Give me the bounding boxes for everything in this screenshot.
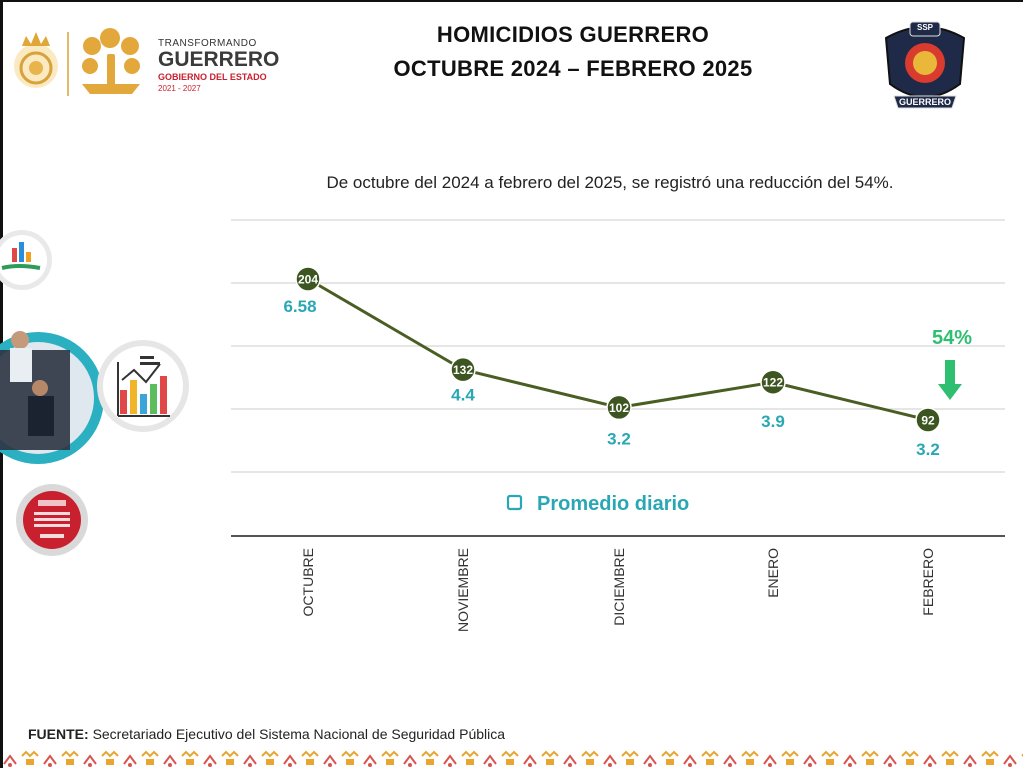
badge-bottom-text: GUERRERO [898,97,951,107]
down-arrow-icon [938,360,962,400]
x-tick-label: ENERO [765,548,781,598]
data-point [450,356,476,383]
daily-average-label: 3.2 [607,429,631,448]
reduction-label: 54% [932,327,972,349]
page-title: HOMICIDIOS GUERRERO OCTUBRE 2024 – FEBRE… [330,18,816,86]
logo-government: GOBIERNO DEL ESTADO [158,72,267,82]
data-point [606,394,632,421]
daily-average-label: 3.2 [916,440,940,459]
data-point [760,369,786,395]
source-label: FUENTE: [28,726,89,742]
reduction-indicator: 54% [932,327,972,400]
data-label: 92 [921,414,935,428]
legend-label: Promedio diario [537,493,689,515]
chart-subtitle: De octubre del 2024 a febrero del 2025, … [326,173,894,192]
data-point [915,407,941,433]
source-note: FUENTE: Secretariado Ejecutivo del Siste… [28,726,505,742]
logo-years: 2021 - 2027 [158,84,201,93]
daily-average-label: 6.58 [283,297,316,316]
x-tick-label: FEBRERO [920,548,936,616]
x-tick-label: DICIEMBRE [611,548,627,626]
data-label: 102 [609,401,629,415]
logo-tagline: TRANSFORMANDO [158,38,257,49]
data-point [295,266,321,292]
legend-checkbox-icon [506,494,523,511]
chart-legend: Promedio diario [506,493,689,515]
decorative-sidebar [0,230,200,560]
hand-chart-icon [0,230,52,290]
data-label: 204 [298,273,318,287]
daily-average-label: 3.9 [761,412,785,431]
data-label: 122 [763,376,783,390]
government-logos: TRANSFORMANDO GUERRERO GOBIERNO DEL ESTA… [12,24,279,104]
title-line-1: HOMICIDIOS GUERRERO [436,22,710,47]
police-photo [0,331,104,464]
logo-state-name: GUERRERO [158,48,280,71]
report-cover-icon [16,484,88,556]
ssp-badge-icon: SSP GUERRERO [880,18,970,114]
source-text: Secretariado Ejecutivo del Sistema Nacio… [92,726,506,742]
x-tick-label: NOVIEMBRE [455,548,471,632]
badge-top-text: SSP [916,23,933,32]
title-line-2: OCTUBRE 2024 – FEBRERO 2025 [393,56,753,81]
bar-line-chart-icon [97,340,189,432]
data-label: 132 [453,363,473,377]
daily-average-label: 4.4 [451,386,475,405]
state-logo-icon [14,28,140,96]
x-tick-label: OCTUBRE [300,548,316,616]
decorative-border-pattern [0,750,1023,768]
